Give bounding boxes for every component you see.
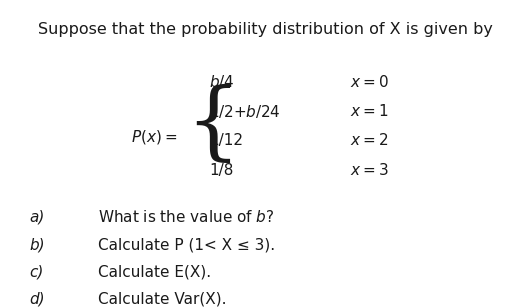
Text: 1/2+$b$/24: 1/2+$b$/24 [209, 103, 281, 120]
Text: What is the value of $b$?: What is the value of $b$? [98, 209, 275, 225]
Text: $x=0$: $x=0$ [350, 74, 388, 90]
Text: $x=1$: $x=1$ [350, 103, 388, 120]
Text: b): b) [29, 237, 45, 252]
Text: d): d) [29, 291, 45, 306]
Text: Calculate P (1< X ≤ 3).: Calculate P (1< X ≤ 3). [98, 237, 275, 252]
Text: Calculate E(X).: Calculate E(X). [98, 264, 211, 279]
Text: $x=2$: $x=2$ [350, 132, 388, 148]
Text: Calculate Var(X).: Calculate Var(X). [98, 291, 226, 306]
Text: $b$/4: $b$/4 [209, 73, 235, 90]
Text: Suppose that the probability distribution of X is given by: Suppose that the probability distributio… [38, 22, 492, 37]
Text: $x=3$: $x=3$ [350, 162, 388, 178]
Text: 1/8: 1/8 [209, 163, 234, 177]
Text: 1/12: 1/12 [209, 133, 243, 148]
Text: c): c) [29, 264, 43, 279]
Text: $P(x)=$: $P(x)=$ [131, 128, 178, 146]
Text: {: { [186, 84, 241, 168]
Text: a): a) [29, 210, 45, 225]
